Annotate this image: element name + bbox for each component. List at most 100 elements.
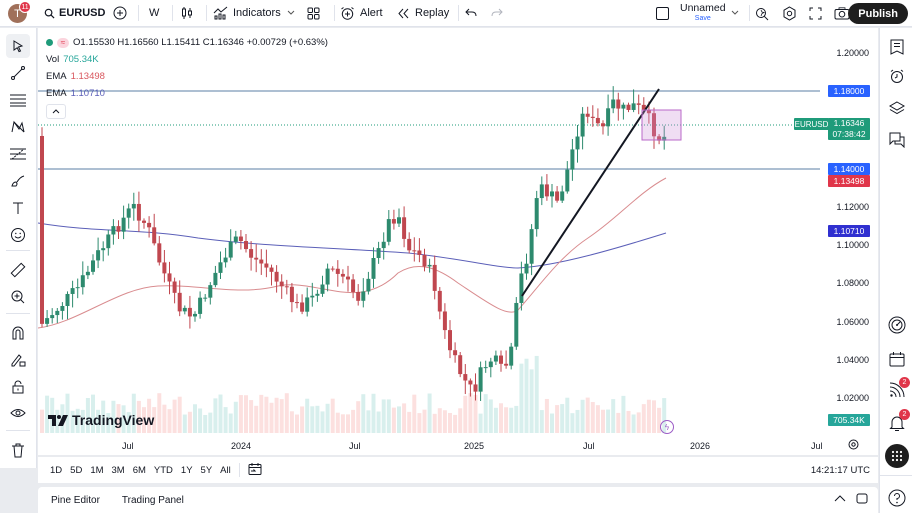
time-axis[interactable]: Jul 2024 Jul 2025 Jul 2026 Jul (38, 435, 878, 455)
interval-button[interactable]: W (149, 7, 160, 19)
alert-button[interactable]: Alert (340, 0, 383, 27)
products-menu-button[interactable] (885, 444, 909, 468)
chevron-down-icon (731, 10, 739, 15)
settings-button[interactable] (782, 0, 797, 27)
range-all[interactable]: All (220, 464, 231, 476)
undo-button[interactable] (465, 0, 477, 27)
ema-tag-2: 1.10710 (828, 225, 870, 237)
chart-pane[interactable]: ≈ O1.15530 H1.16560 L1.15411 C1.16346 +0… (38, 28, 820, 435)
pattern-tool[interactable] (6, 115, 30, 139)
time-label: 2026 (690, 441, 711, 451)
price-scale[interactable]: 1.20000 1.18000 EURUSD 1.16346 07:38:42 … (794, 28, 878, 435)
text-tool[interactable] (6, 196, 30, 220)
lock-all-tool[interactable] (6, 375, 30, 399)
price-tag-1.18: 1.18000 (828, 85, 870, 97)
technicals-button[interactable] (886, 314, 908, 336)
timezone-clock[interactable]: 14:21:17 UTC (810, 464, 870, 476)
bar-countdown: 07:38:42 (832, 129, 866, 139)
chats-button[interactable] (886, 129, 908, 151)
notifications-button[interactable]: 2 (886, 409, 910, 434)
tab-pine-editor[interactable]: Pine Editor (51, 494, 100, 506)
volume-legend[interactable]: Vol 705.34K (46, 54, 99, 65)
compare-symbol-button[interactable] (113, 0, 127, 27)
remove-drawings-tool[interactable] (6, 438, 30, 462)
brush-tool[interactable] (6, 169, 30, 193)
horizontal-lines-tool[interactable] (6, 88, 30, 112)
calendar-icon (889, 352, 905, 367)
ema-legend-2[interactable]: EMA 1.10710 (46, 88, 105, 99)
lightning-icon[interactable]: ϟ (660, 420, 674, 434)
range-1y[interactable]: 1Y (180, 464, 193, 476)
alarm-clock-icon (890, 69, 904, 83)
search-icon (44, 8, 55, 19)
replay-button[interactable]: Replay (397, 0, 449, 27)
alerts-panel-button[interactable] (886, 65, 908, 87)
cursor-tool[interactable] (6, 34, 30, 58)
range-5d[interactable]: 5D (70, 464, 83, 476)
watchlist-button[interactable] (886, 36, 908, 58)
undo-icon (465, 8, 477, 17)
notification-badge: 11 (19, 1, 31, 13)
trash-icon (12, 443, 24, 457)
chart-type-button[interactable] (180, 0, 194, 27)
price-chart-canvas[interactable] (38, 28, 820, 435)
avatar[interactable]: T 11 (8, 1, 31, 23)
time-label: Jul (811, 441, 823, 451)
axis-settings-button[interactable] (848, 439, 859, 452)
range-1m[interactable]: 1M (90, 464, 104, 476)
redo-button[interactable] (491, 0, 503, 27)
indicators-dropdown[interactable] (287, 0, 295, 27)
gear-icon (783, 5, 796, 21)
magnet-tool[interactable] (6, 321, 30, 345)
ideas-stream-button[interactable]: 2 (886, 377, 910, 401)
symbol-search-button[interactable]: EURUSD (44, 0, 105, 27)
fullscreen-button[interactable] (809, 0, 822, 27)
symbol-name: EURUSD (59, 7, 106, 19)
tradingview-logo-icon (48, 414, 68, 426)
fib-tool[interactable] (6, 142, 30, 166)
lock-drawings-tool[interactable] (6, 348, 30, 372)
magnifier-sparkle-icon (756, 7, 769, 20)
range-3m[interactable]: 3M (111, 464, 125, 476)
publish-button[interactable]: Publish (848, 3, 908, 24)
rectangle-drawing (641, 109, 682, 141)
object-tree-button[interactable] (886, 97, 908, 119)
tradingview-logo[interactable]: TradingView (48, 412, 154, 428)
drawing-toolbar (0, 28, 37, 468)
time-label: 2025 (464, 441, 485, 451)
hide-drawings-tool[interactable] (6, 402, 30, 426)
range-6m[interactable]: 6M (132, 464, 146, 476)
emoji-tool[interactable] (6, 223, 30, 247)
ema-tag-1: 1.13498 (828, 175, 870, 187)
top-toolbar: T 11 EURUSD W Indicators Alert Replay (0, 0, 912, 27)
help-question-icon (888, 489, 906, 507)
price-tag-1.14: 1.14000 (828, 163, 870, 175)
data-delay-icon: ≈ (57, 37, 69, 48)
ema-legend-1[interactable]: EMA 1.13498 (46, 71, 105, 82)
measure-tool[interactable] (6, 258, 30, 282)
collapse-legend-button[interactable] (46, 104, 66, 119)
maximize-panel-button[interactable] (856, 493, 868, 507)
expand-panel-button[interactable] (834, 494, 846, 505)
tab-trading-panel[interactable]: Trading Panel (121, 494, 184, 506)
layouts-button[interactable] (307, 0, 320, 27)
plus-circle-icon (113, 6, 127, 20)
range-ytd[interactable]: YTD (153, 464, 173, 476)
indicators-button[interactable]: Indicators (213, 0, 281, 27)
trend-line-drawing (521, 88, 660, 297)
zoom-in-tool[interactable] (6, 285, 30, 309)
layout-dropdown[interactable] (731, 0, 739, 27)
zoom-in-icon (11, 290, 25, 304)
last-price-tag: 1.16346 07:38:42 (828, 118, 870, 140)
calendar-button[interactable] (886, 348, 908, 370)
trend-line-tool[interactable] (6, 61, 30, 85)
gear-icon (848, 439, 859, 450)
help-button[interactable] (886, 487, 908, 509)
ohlc-row: ≈ O1.15530 H1.16560 L1.15411 C1.16346 +0… (46, 34, 328, 51)
go-to-date-button[interactable] (248, 462, 262, 479)
range-5y[interactable]: 5Y (200, 464, 213, 476)
layout-name-button[interactable]: Unnamed Save (680, 2, 726, 23)
range-1d[interactable]: 1D (50, 464, 63, 476)
quick-search-button[interactable] (755, 0, 770, 27)
multi-chart-checkbox[interactable] (656, 0, 669, 27)
